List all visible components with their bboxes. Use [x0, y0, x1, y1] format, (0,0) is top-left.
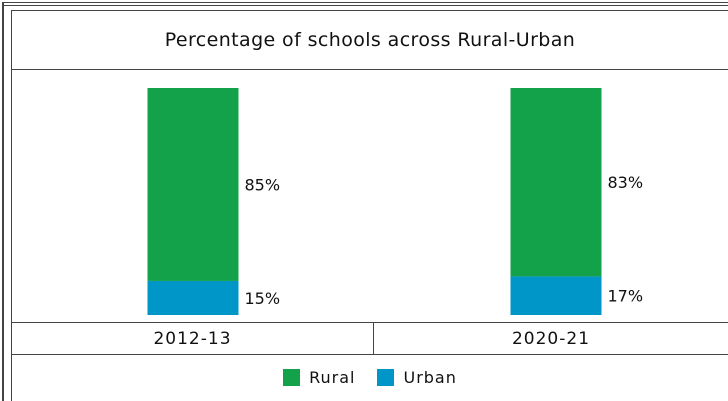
data-label-urban-2012-13: 15% [245, 289, 281, 308]
bar-rural-2012-13 [147, 88, 239, 281]
category-label-2012-13: 2012-13 [12, 323, 374, 354]
legend-swatch-urban [377, 369, 395, 386]
bar-urban-2012-13 [147, 280, 239, 315]
legend: Rural Urban [11, 354, 728, 401]
frame-top-border [2, 2, 728, 6]
bar-rural-2020-21 [510, 88, 602, 277]
frame-left-border [2, 2, 4, 401]
category-label-2020-21: 2020-21 [511, 328, 591, 349]
data-label-urban-2020-21: 17% [608, 287, 644, 306]
legend-swatch-rural [283, 369, 301, 386]
bar-chart-svg: 15% 85% 17% 83% [147, 88, 644, 315]
data-label-rural-2012-13: 85% [245, 175, 281, 194]
legend-item-rural: Rural [283, 368, 355, 387]
legend-label-rural: Rural [309, 368, 356, 387]
data-label-rural-2020-21: 83% [608, 173, 644, 192]
category-axis: 2012-13 2020-21 [11, 322, 728, 355]
bar-urban-2020-21 [510, 276, 602, 315]
plot-area: 15% 85% 17% 83% [11, 69, 728, 323]
legend-item-urban: Urban [377, 368, 456, 387]
legend-label-urban: Urban [403, 368, 457, 387]
title-cell: Percentage of schools across Rural-Urban [11, 10, 728, 70]
chart-title: Percentage of schools across Rural-Urban [164, 29, 576, 51]
